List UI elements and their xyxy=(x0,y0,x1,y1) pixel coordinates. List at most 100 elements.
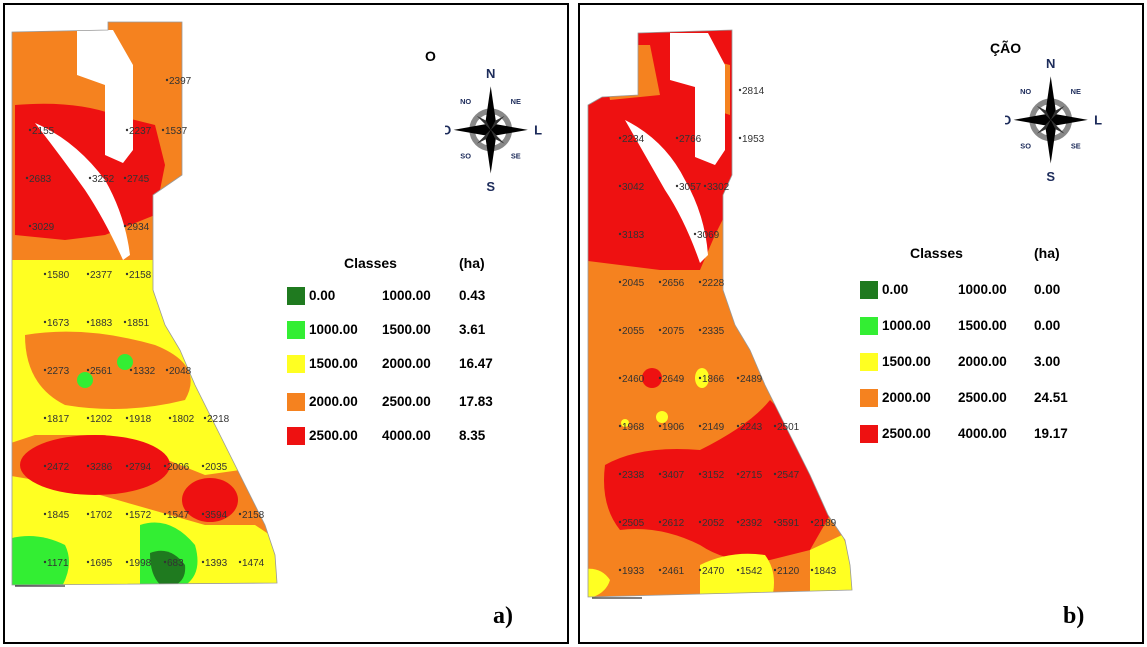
water-feature xyxy=(625,120,708,263)
sample-point-label: 2338 xyxy=(622,470,645,481)
sample-point-marker xyxy=(698,328,702,332)
sample-point-marker xyxy=(125,560,129,564)
class-1000-1500-zone xyxy=(12,536,69,585)
legend-area: 8.35 xyxy=(459,428,486,443)
legend-area: 17.83 xyxy=(459,394,493,409)
sample-point-label: 2794 xyxy=(129,462,152,473)
sample-point-label: 2460 xyxy=(622,374,645,385)
sample-point-label: 1802 xyxy=(172,414,195,425)
sample-point-label: 1968 xyxy=(622,422,645,433)
sample-point-marker xyxy=(125,272,129,276)
legend-from: 1500.00 xyxy=(309,356,358,371)
legend-to: 2000.00 xyxy=(382,356,431,371)
sample-point-label: 2120 xyxy=(777,566,800,577)
legend-swatch xyxy=(860,281,878,299)
sample-point-label: 1332 xyxy=(133,366,156,377)
sample-point-label: 1542 xyxy=(740,566,763,577)
sample-point-label: 2218 xyxy=(207,414,230,425)
sample-point-label: 2052 xyxy=(702,518,725,529)
class-2500-4000-zone xyxy=(20,435,170,495)
sample-point-marker xyxy=(658,328,662,332)
compass-north-label: N xyxy=(486,66,495,81)
sample-point-marker xyxy=(618,568,622,572)
sample-point-marker xyxy=(618,424,622,428)
sample-point-label: 2501 xyxy=(777,422,800,433)
sample-point-marker xyxy=(618,280,622,284)
legend-swatch xyxy=(860,353,878,371)
sample-point-label: 3069 xyxy=(697,230,720,241)
sample-point-marker xyxy=(736,568,740,572)
legend-swatch xyxy=(287,287,305,305)
sample-point-label: 2814 xyxy=(742,86,765,97)
sample-point-label: 2228 xyxy=(702,278,725,289)
sample-point-label: 2035 xyxy=(205,462,228,473)
sample-point-marker xyxy=(25,176,29,180)
sample-point-label: 2547 xyxy=(777,470,800,481)
sample-point-label: 2470 xyxy=(702,566,725,577)
sample-point-label: 2234 xyxy=(622,134,645,145)
sample-point-marker xyxy=(43,272,47,276)
sample-point-label: 1883 xyxy=(90,318,113,329)
sample-point-marker xyxy=(88,176,92,180)
sample-point-marker xyxy=(86,512,90,516)
sample-point-label: 2649 xyxy=(662,374,685,385)
class-2500-4000-zone xyxy=(642,368,662,388)
sample-point-label: 1393 xyxy=(205,558,228,569)
compass-sw-label: SO xyxy=(460,152,471,161)
class-2000-2500-zone xyxy=(25,331,191,409)
sample-point-marker xyxy=(773,472,777,476)
compass-south-label: S xyxy=(486,179,495,193)
sample-point-label: 2715 xyxy=(740,470,763,481)
sample-point-marker xyxy=(698,424,702,428)
sample-point-marker xyxy=(618,376,622,380)
sample-point-label: 2158 xyxy=(129,270,152,281)
sample-point-marker xyxy=(618,328,622,332)
sample-point-label: 3183 xyxy=(622,230,645,241)
sample-point-label: 3302 xyxy=(707,182,730,193)
sample-point-label: 1953 xyxy=(742,134,765,145)
sample-point-marker xyxy=(168,416,172,420)
sample-point-marker xyxy=(703,184,707,188)
sample-point-marker xyxy=(773,568,777,572)
legend-from: 0.00 xyxy=(309,288,336,303)
legend-swatch xyxy=(860,389,878,407)
sample-point-label: 1845 xyxy=(47,510,70,521)
sample-point-marker xyxy=(736,472,740,476)
sample-point-label: 2149 xyxy=(702,422,725,433)
compass-sw-label: SO xyxy=(1020,142,1031,151)
sample-point-label: 3057 xyxy=(679,182,702,193)
sample-point-label: 2472 xyxy=(47,462,70,473)
compass-rose-icon: N S O L NO NE SO SE xyxy=(1005,56,1102,183)
sample-point-label: 1580 xyxy=(47,270,70,281)
sample-point-marker xyxy=(125,416,129,420)
sample-point-marker xyxy=(163,512,167,516)
sample-point-marker xyxy=(618,136,622,140)
class-2000-2500-zone xyxy=(600,45,660,100)
map-title: ÇÃO xyxy=(990,40,1022,56)
legend-from: 1500.00 xyxy=(882,354,931,369)
sample-point-label: 3252 xyxy=(92,174,115,185)
sample-point-marker xyxy=(86,272,90,276)
sample-point-marker xyxy=(86,320,90,324)
sample-point-label: 1866 xyxy=(702,374,725,385)
legend-to: 4000.00 xyxy=(958,426,1007,441)
class-1500-2000-zone xyxy=(621,419,629,427)
sample-point-label: 2158 xyxy=(242,510,265,521)
sample-point-label: 2075 xyxy=(662,326,685,337)
sample-point-marker xyxy=(738,88,742,92)
sample-point-marker xyxy=(675,184,679,188)
sample-point-marker xyxy=(658,280,662,284)
legend-to: 1000.00 xyxy=(958,282,1007,297)
sample-point-label: 2377 xyxy=(90,270,113,281)
sample-point-marker xyxy=(43,320,47,324)
sample-point-marker xyxy=(698,472,702,476)
compass-west-label: O xyxy=(1005,113,1011,128)
sample-point-marker xyxy=(86,416,90,420)
legend-area: 24.51 xyxy=(1034,390,1068,405)
legend-area: 0.00 xyxy=(1034,282,1061,297)
class-1000-1500-zone xyxy=(117,354,133,370)
sample-point-label: 2612 xyxy=(662,518,685,529)
sample-point-label: 2243 xyxy=(740,422,763,433)
sample-point-marker xyxy=(618,232,622,236)
sample-point-marker xyxy=(125,128,129,132)
